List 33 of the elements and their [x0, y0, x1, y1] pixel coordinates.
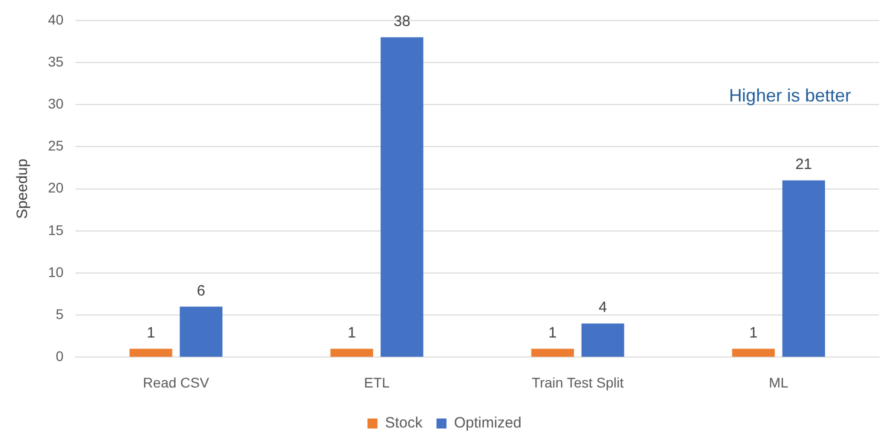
y-tick-label: 35 — [48, 53, 64, 70]
data-label: 38 — [394, 12, 410, 30]
data-label: 4 — [598, 299, 607, 316]
y-tick-label: 40 — [48, 11, 64, 28]
x-tick-label: ML — [768, 374, 789, 390]
legend-label: Stock — [384, 414, 423, 432]
bar — [782, 180, 826, 357]
bar — [380, 37, 424, 357]
bar — [180, 306, 222, 357]
y-tick-label: 20 — [48, 180, 64, 196]
y-tick-label: 25 — [48, 138, 64, 154]
data-label: 1 — [146, 324, 156, 342]
x-tick-label: ETL — [364, 374, 390, 390]
data-label: 1 — [348, 324, 356, 342]
annotation: Higher is better — [728, 85, 851, 106]
y-tick-label: 5 — [56, 306, 64, 322]
data-label: 1 — [749, 324, 758, 342]
y-tick-label: 0 — [56, 348, 64, 364]
bar — [581, 324, 624, 357]
bar — [732, 348, 775, 357]
x-tick-label: Train Test Split — [532, 374, 624, 390]
data-label: 6 — [196, 282, 206, 300]
data-label: 21 — [795, 156, 812, 174]
bar — [531, 348, 574, 357]
y-tick-label: 30 — [48, 95, 64, 112]
data-label: 1 — [548, 324, 557, 342]
legend-label: Optimized — [454, 414, 522, 432]
y-tick-label: 10 — [48, 264, 64, 280]
y-tick-label: 15 — [48, 222, 64, 238]
bar — [330, 348, 374, 357]
x-tick-label: Read CSV — [142, 374, 210, 390]
y-axis-title: Speedup — [14, 158, 32, 219]
bar — [130, 348, 172, 357]
